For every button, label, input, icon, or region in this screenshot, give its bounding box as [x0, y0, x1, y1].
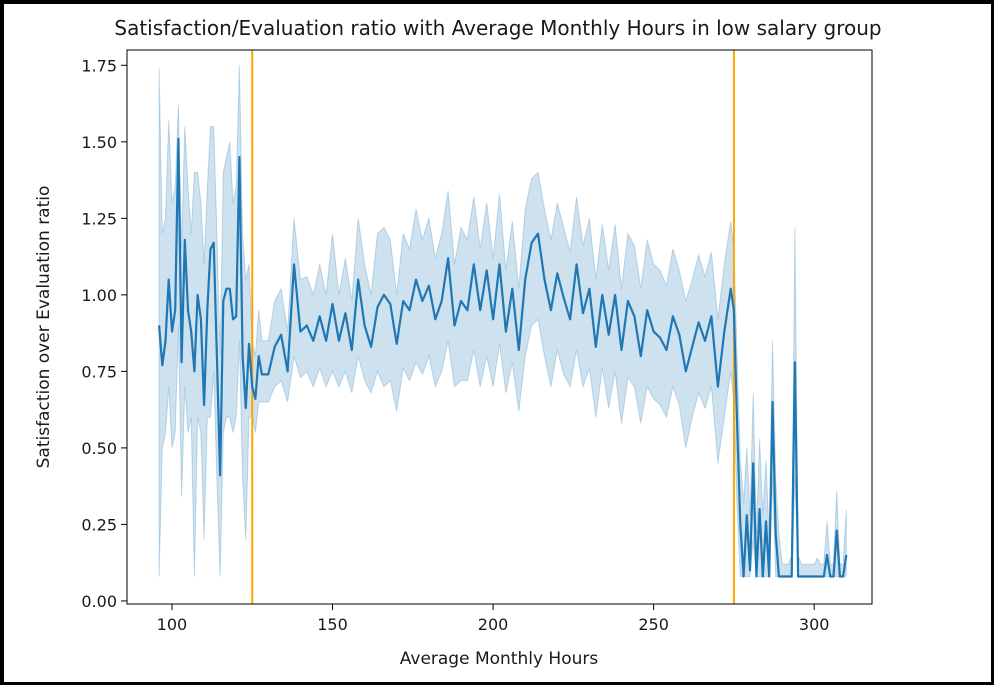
y-tick-label-0: 0.00 — [81, 592, 117, 611]
series-line-0 — [158, 137, 848, 578]
y-tick-label-4: 1.00 — [81, 286, 117, 305]
plot-frame — [126, 49, 873, 605]
y-tick-label-5: 1.25 — [81, 209, 117, 228]
x-tick-label-4: 300 — [799, 615, 830, 634]
confidence-band-0 — [158, 65, 847, 577]
chart-title: Satisfaction/Evaluation ratio with Avera… — [114, 16, 881, 40]
x-tick-label-3: 250 — [638, 615, 669, 634]
plot-area — [158, 50, 848, 604]
y-tick-label-6: 1.50 — [81, 133, 117, 152]
y-tick-label-3: 0.75 — [81, 362, 117, 381]
x-tick-label-1: 150 — [317, 615, 348, 634]
line-chart: Satisfaction/Evaluation ratio with Avera… — [34, 16, 882, 669]
y-axis-label: Satisfaction over Evaluation ratio — [34, 186, 54, 469]
figure: Satisfaction/Evaluation ratio with Avera… — [4, 4, 991, 682]
axis-ticks: 100 150 200 250 300 0.00 0.25 0.50 0.75 1.00 1.25 1… — [81, 56, 829, 634]
y-tick-label-1: 0.25 — [81, 515, 117, 534]
x-tick-label-0: 100 — [157, 615, 188, 634]
x-tick-label-2: 200 — [478, 615, 509, 634]
y-tick-label-2: 0.50 — [81, 439, 117, 458]
y-tick-label-7: 1.75 — [81, 56, 117, 75]
x-axis-label: Average Monthly Hours — [400, 649, 599, 669]
